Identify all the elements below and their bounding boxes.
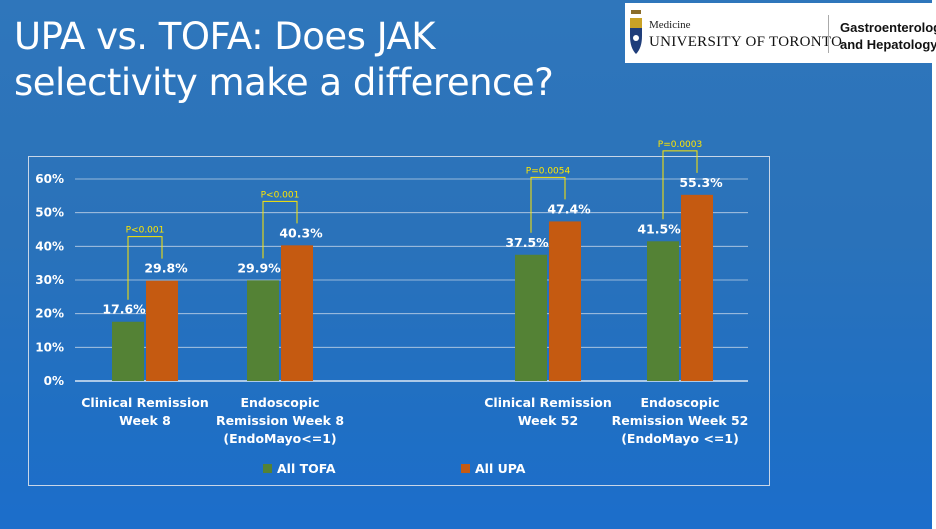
- logo-university-text: UNIVERSITY OF TORONTO: [649, 34, 843, 50]
- significance-bracket: [127, 236, 163, 300]
- university-logo: Medicine UNIVERSITY OF TORONTO Gastroent…: [625, 3, 936, 63]
- data-label: 29.9%: [237, 260, 281, 275]
- bar-layer: [112, 194, 713, 381]
- bar-tofa: [515, 254, 547, 381]
- logo-medicine-text: Medicine: [649, 19, 691, 31]
- bar-upa: [549, 221, 581, 381]
- title-line-1: UPA vs. TOFA: Does JAK: [14, 15, 436, 58]
- data-label: 41.5%: [637, 221, 681, 236]
- significance-bracket: [530, 176, 566, 233]
- logo-dept-line-2: and Hepatology: [840, 37, 936, 52]
- x-category-label: Week 52: [518, 413, 578, 428]
- x-category-label: Week 8: [119, 413, 171, 428]
- x-category-label: Clinical Remission: [81, 395, 208, 410]
- legend-label: All UPA: [475, 461, 526, 476]
- legend-label: All TOFA: [277, 461, 336, 476]
- crest-icon: [630, 10, 642, 54]
- logo-dept-line-1: Gastroenterology: [840, 20, 936, 35]
- x-category-label: Remission Week 52: [612, 413, 749, 428]
- y-tick-label: 0%: [44, 374, 64, 388]
- bar-tofa: [247, 280, 279, 381]
- significance-bracket: [262, 200, 298, 259]
- y-tick-label: 20%: [35, 307, 64, 321]
- legend-layer: All TOFA All UPA: [263, 461, 526, 476]
- data-label: 29.8%: [144, 261, 188, 276]
- slide-edge-strip: [932, 0, 936, 529]
- data-label: 17.6%: [102, 302, 146, 317]
- x-category-label: Endoscopic: [640, 395, 719, 410]
- data-label: 55.3%: [679, 175, 723, 190]
- x-category-label: Endoscopic: [240, 395, 319, 410]
- x-category-label: Clinical Remission: [484, 395, 611, 410]
- grid-layer: [75, 178, 748, 382]
- p-value-label: P=0.0003: [658, 140, 702, 150]
- x-category-label: (EndoMayo<=1): [223, 431, 336, 446]
- chart-frame: [28, 156, 770, 486]
- slide-title: UPA vs. TOFA: Does JAK selectivity make …: [14, 14, 604, 106]
- logo-department: Gastroenterology and Hepatology: [840, 19, 936, 53]
- logo-divider: [828, 15, 829, 53]
- y-tick-label: 50%: [35, 206, 64, 220]
- legend-swatch-tofa: [263, 464, 272, 473]
- data-label: 40.3%: [279, 225, 323, 240]
- p-value-label: P=0.0054: [526, 166, 571, 176]
- title-line-2: selectivity make a difference?: [14, 61, 554, 104]
- y-tick-label: 60%: [35, 172, 64, 186]
- label-layer: 0% 10% 20% 30% 40% 50% 60% 17.6% 29.9% 37.5% 41.5%…: [35, 172, 748, 446]
- significance-bracket: [662, 150, 698, 220]
- p-value-label: P<0.001: [126, 226, 165, 236]
- x-category-label: Remission Week 8: [216, 413, 344, 428]
- x-category-label: (EndoMayo <=1): [621, 431, 739, 446]
- annotation-layer: P<0.001 P<0.001 P=0.0054 P=0.0003: [126, 140, 702, 300]
- y-tick-label: 10%: [35, 340, 64, 354]
- p-value-label: P<0.001: [261, 190, 300, 200]
- y-tick-label: 30%: [35, 273, 64, 287]
- data-label: 47.4%: [547, 201, 591, 216]
- legend-swatch-upa: [461, 464, 470, 473]
- bar-upa: [681, 194, 713, 381]
- y-tick-label: 40%: [35, 239, 64, 253]
- bar-tofa: [112, 321, 144, 381]
- bar-upa: [146, 280, 178, 381]
- data-label: 37.5%: [505, 235, 549, 250]
- bar-upa: [281, 245, 313, 381]
- bar-tofa: [647, 241, 679, 381]
